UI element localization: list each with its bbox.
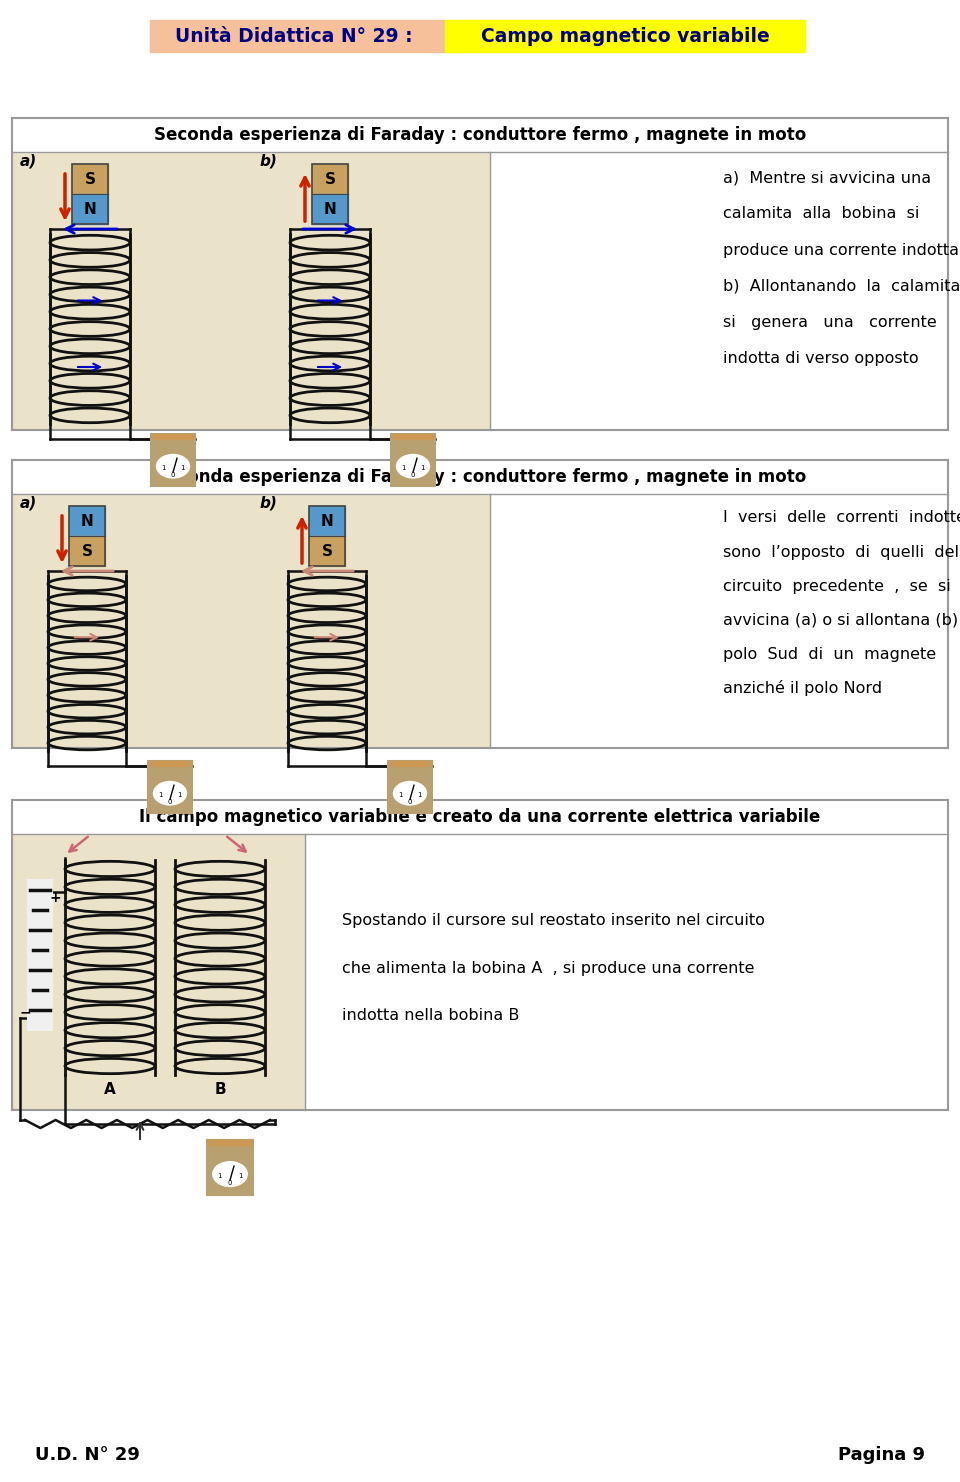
Bar	[207, 1140, 253, 1194]
Bar	[151, 434, 195, 486]
Text: avvicina (a) o si allontana (b) il: avvicina (a) o si allontana (b) il	[723, 612, 960, 627]
Bar	[148, 760, 192, 814]
Text: 1: 1	[398, 791, 402, 797]
Bar	[390, 760, 430, 766]
Text: −: −	[19, 1005, 31, 1020]
Bar	[12, 119, 948, 430]
Bar	[50, 234, 130, 424]
Bar	[150, 19, 445, 52]
Text: b): b)	[260, 154, 277, 169]
Text: 1: 1	[158, 791, 162, 797]
Bar	[309, 505, 345, 536]
Text: Pagina 9: Pagina 9	[838, 1446, 925, 1464]
Text: b)  Allontanando  la  calamita: b) Allontanando la calamita	[723, 279, 960, 293]
Bar	[69, 536, 105, 566]
Text: 1: 1	[420, 465, 425, 471]
Bar	[290, 234, 370, 424]
Text: sono  l’opposto  di  quelli  del: sono l’opposto di quelli del	[723, 544, 959, 560]
Text: 1: 1	[418, 791, 422, 797]
Text: Seconda esperienza di Faraday : conduttore fermo , magnete in moto: Seconda esperienza di Faraday : condutto…	[154, 126, 806, 144]
Text: 0: 0	[171, 471, 176, 477]
Text: S: S	[84, 172, 95, 187]
Ellipse shape	[213, 1162, 248, 1187]
Text: calamita  alla  bobina  si: calamita alla bobina si	[723, 206, 920, 221]
Text: U.D. N° 29: U.D. N° 29	[35, 1446, 140, 1464]
Bar	[175, 860, 265, 1074]
Text: indotta di verso opposto: indotta di verso opposto	[723, 351, 919, 366]
Text: 1: 1	[161, 465, 165, 471]
Bar	[391, 434, 435, 486]
Bar	[13, 494, 490, 747]
Bar	[312, 165, 348, 224]
Text: 0: 0	[168, 799, 172, 805]
Bar	[150, 760, 190, 766]
Text: A: A	[104, 1082, 116, 1098]
Text: 0: 0	[228, 1180, 232, 1186]
Bar	[393, 434, 433, 439]
Bar	[72, 194, 108, 224]
Text: S: S	[82, 544, 92, 559]
Bar	[288, 576, 366, 751]
Text: a): a)	[20, 154, 37, 169]
Bar	[69, 505, 105, 536]
Bar	[388, 760, 432, 814]
Text: 1: 1	[178, 791, 182, 797]
Text: Il campo magnetico variabile è creato da una corrente elettrica variabile: Il campo magnetico variabile è creato da…	[139, 808, 821, 827]
Bar	[72, 165, 108, 194]
Text: N: N	[321, 513, 333, 529]
Text: N: N	[324, 202, 336, 216]
Ellipse shape	[154, 781, 186, 805]
Bar	[312, 165, 348, 194]
Bar	[12, 800, 948, 1110]
Bar	[12, 459, 948, 748]
Text: I  versi  delle  correnti  indotte: I versi delle correnti indotte	[723, 510, 960, 526]
Text: 0: 0	[408, 799, 412, 805]
Text: a): a)	[20, 495, 37, 510]
Text: 1: 1	[218, 1172, 222, 1178]
Text: Campo magnetico variabile: Campo magnetico variabile	[481, 27, 769, 46]
Text: si   genera   una   corrente: si genera una corrente	[723, 314, 937, 329]
Bar	[12, 119, 948, 153]
Text: anziché il polo Nord: anziché il polo Nord	[723, 680, 882, 697]
Bar	[445, 19, 805, 52]
Text: Spostando il cursore sul reostato inserito nel circuito: Spostando il cursore sul reostato inseri…	[342, 913, 765, 928]
Bar	[12, 800, 948, 834]
Bar	[48, 576, 126, 751]
Text: Unità Didattica N° 29 :: Unità Didattica N° 29 :	[175, 27, 420, 46]
Text: che alimenta la bobina A  , si produce una corrente: che alimenta la bobina A , si produce un…	[342, 960, 755, 975]
Text: 0: 0	[411, 471, 416, 477]
Text: 1: 1	[180, 465, 185, 471]
Bar	[309, 536, 345, 566]
Text: S: S	[324, 172, 335, 187]
Text: indotta nella bobina B: indotta nella bobina B	[342, 1008, 519, 1024]
Bar	[69, 505, 105, 566]
Text: a)  Mentre si avvicina una: a) Mentre si avvicina una	[723, 170, 931, 185]
Bar	[13, 834, 305, 1109]
Text: Seconda esperienza di Faraday : conduttore fermo , magnete in moto: Seconda esperienza di Faraday : condutto…	[154, 468, 806, 486]
Bar	[13, 153, 490, 428]
Text: polo  Sud  di  un  magnete: polo Sud di un magnete	[723, 646, 936, 661]
Bar	[72, 165, 108, 224]
Ellipse shape	[394, 781, 426, 805]
Text: B: B	[214, 1082, 226, 1098]
Bar	[309, 505, 345, 566]
Bar	[209, 1140, 251, 1146]
Bar	[12, 459, 948, 494]
Bar	[312, 194, 348, 224]
Text: circuito  precedente  ,  se  si: circuito precedente , se si	[723, 578, 950, 593]
Text: N: N	[81, 513, 93, 529]
Text: N: N	[84, 202, 96, 216]
Text: 1: 1	[238, 1172, 242, 1178]
Text: b): b)	[260, 495, 277, 510]
Ellipse shape	[396, 455, 429, 477]
Text: produce una corrente indotta: produce una corrente indotta	[723, 243, 959, 258]
Bar	[65, 860, 155, 1074]
Text: +: +	[49, 891, 60, 906]
Text: S: S	[322, 544, 332, 559]
Bar	[153, 434, 193, 439]
Bar	[28, 880, 52, 1030]
Text: 1: 1	[401, 465, 405, 471]
Ellipse shape	[156, 455, 189, 477]
